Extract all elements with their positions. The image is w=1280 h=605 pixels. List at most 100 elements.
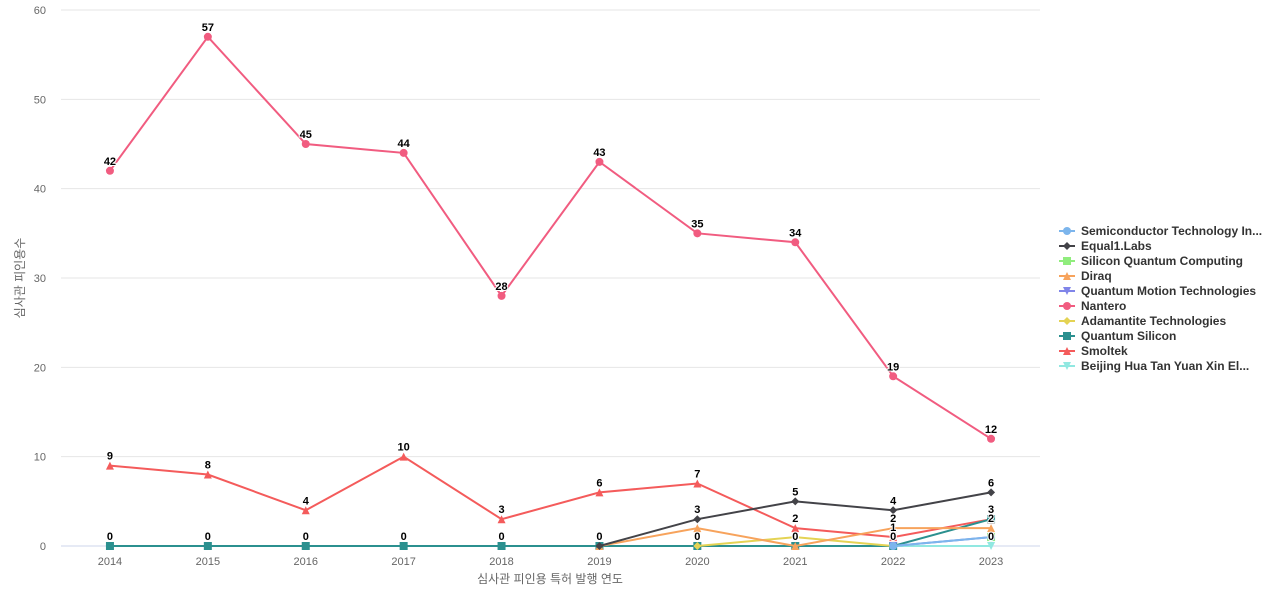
legend-item[interactable]: Smoltek	[1058, 343, 1273, 358]
legend-marker-icon	[1059, 302, 1075, 310]
x-tick-label: 2018	[489, 556, 513, 568]
data-label: 0	[401, 531, 407, 543]
data-point	[987, 524, 996, 533]
data-point	[203, 542, 212, 550]
legend-symbol	[1063, 287, 1071, 295]
legend-symbol	[1063, 257, 1071, 265]
legend-label: Quantum Motion Technologies	[1081, 283, 1257, 298]
data-point	[399, 542, 408, 550]
data-label: 2	[890, 513, 896, 525]
data-point	[203, 32, 212, 41]
data-point	[497, 291, 506, 300]
data-point	[497, 515, 506, 524]
legend-label: Diraq	[1081, 268, 1112, 283]
data-point	[301, 140, 310, 148]
data-point	[595, 157, 604, 166]
data-label: 0	[988, 531, 994, 543]
data-label: 4	[890, 495, 897, 507]
data-label: 34	[789, 227, 802, 239]
data-label: 3	[694, 504, 700, 516]
data-label: 0	[596, 531, 602, 543]
series-line	[109, 518, 992, 547]
data-point	[301, 506, 310, 515]
data-label: 0	[792, 531, 798, 543]
data-label: 6	[596, 477, 602, 489]
legend-item[interactable]: Beijing Hua Tan Yuan Xin El...	[1058, 358, 1273, 373]
legend-label: Quantum Silicon	[1081, 328, 1177, 343]
series-line	[109, 35, 992, 440]
legend-item[interactable]: Quantum Silicon	[1058, 328, 1273, 343]
legend-marker-icon	[1059, 242, 1075, 250]
legend-symbol	[1063, 332, 1071, 340]
legend-marker-icon	[1059, 287, 1075, 295]
x-axis-title: 심사관 피인용 특허 발행 연도	[477, 571, 623, 586]
y-tick-label: 50	[34, 94, 46, 106]
data-point	[791, 497, 800, 506]
data-label: 0	[890, 531, 896, 543]
y-tick-label: 20	[34, 362, 46, 374]
legend-label: Semiconductor Technology In...	[1081, 223, 1263, 238]
data-point	[693, 542, 702, 550]
x-tick-label: 2017	[391, 556, 415, 568]
legend-item[interactable]: Nantero	[1058, 298, 1273, 313]
data-point	[203, 470, 212, 479]
legend-item[interactable]: Equal1.Labs	[1058, 238, 1273, 253]
legend-marker-icon	[1059, 227, 1075, 235]
grid-lines	[61, 9, 1040, 547]
data-point	[105, 542, 114, 550]
data-point	[889, 533, 898, 542]
legend-item[interactable]: Semiconductor Technology In...	[1058, 223, 1273, 238]
y-axis-title: 심사관 피인용수	[13, 238, 27, 319]
data-point	[693, 229, 702, 238]
legend-label: Silicon Quantum Computing	[1081, 253, 1243, 268]
legend-item[interactable]: Quantum Motion Technologies	[1058, 283, 1273, 298]
legend-symbol	[1063, 362, 1071, 370]
series-line	[893, 536, 992, 547]
series-8	[105, 452, 996, 542]
data-label: 44	[398, 138, 411, 150]
data-point	[889, 372, 898, 381]
data-label: 12	[985, 424, 997, 436]
data-point	[595, 488, 604, 497]
series-line	[109, 455, 992, 539]
series-7	[105, 515, 996, 550]
data-label: 8	[205, 460, 211, 472]
legend-symbol	[1063, 302, 1071, 310]
x-tick-label: 2022	[881, 556, 905, 568]
x-tick-label: 2016	[294, 556, 318, 568]
legend-label: Adamantite Technologies	[1081, 313, 1227, 328]
data-label: 35	[691, 218, 703, 230]
data-label: 10	[398, 442, 410, 454]
data-point	[987, 542, 996, 550]
data-label: 45	[300, 129, 312, 141]
legend-item[interactable]: Silicon Quantum Computing	[1058, 253, 1273, 268]
legend-symbol	[1063, 347, 1071, 355]
data-point	[301, 542, 310, 550]
series-5	[105, 32, 996, 443]
data-label: 0	[107, 531, 113, 543]
legend-symbol	[1063, 317, 1071, 325]
legend-label: Equal1.Labs	[1081, 238, 1152, 253]
data-label: 0	[303, 531, 309, 543]
data-point	[889, 506, 898, 515]
legend-label: Smoltek	[1081, 343, 1128, 358]
legend-symbol	[1063, 227, 1071, 235]
data-point	[889, 524, 898, 533]
legend-item[interactable]: Adamantite Technologies	[1058, 313, 1273, 328]
data-point	[791, 542, 800, 550]
x-tick-label: 2014	[98, 556, 122, 568]
data-point	[497, 542, 506, 550]
data-label: 2	[988, 513, 994, 525]
series-lines	[105, 32, 996, 550]
data-label: 7	[694, 468, 700, 480]
x-tick-label: 2021	[783, 556, 807, 568]
chart-legend: Semiconductor Technology In... Equal1.Lab…	[1058, 223, 1273, 373]
legend-item[interactable]: Diraq	[1058, 268, 1273, 283]
data-point	[105, 461, 114, 470]
y-tick-label: 0	[40, 541, 46, 553]
data-point	[399, 452, 408, 461]
x-tick-label: 2015	[196, 556, 220, 568]
